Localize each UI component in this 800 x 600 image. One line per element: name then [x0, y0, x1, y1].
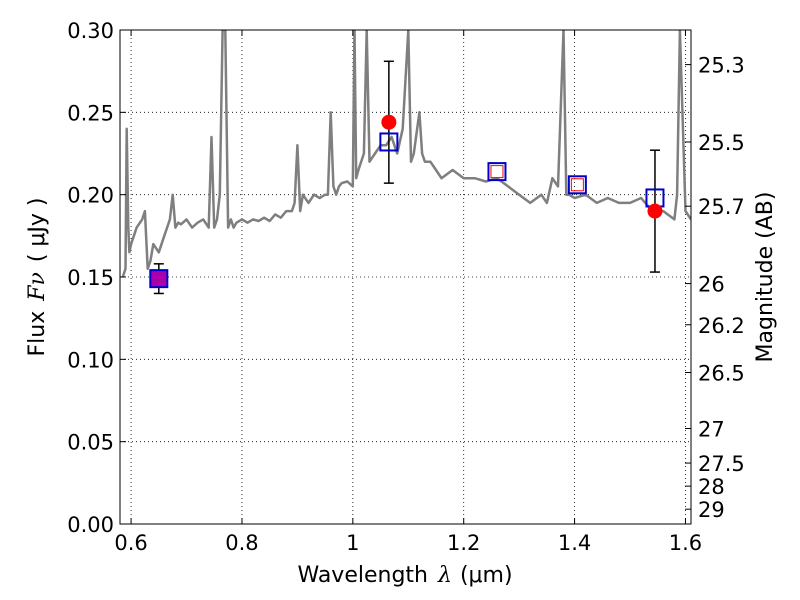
inner-square-marker — [490, 165, 504, 179]
x-tick-label: 1.6 — [669, 531, 702, 555]
observed-point — [151, 271, 167, 287]
y-tick-label: 0.15 — [67, 266, 114, 290]
x-axis-label-text: Wavelength — [297, 563, 428, 588]
y-tick-label: 0.25 — [67, 101, 114, 125]
magnitude-tick-label: 27.5 — [698, 452, 745, 476]
magnitude-tick-label: 29 — [698, 498, 725, 522]
y-axis-ticks: 0.00 0.05 0.10 0.15 0.20 0.25 0.30 — [67, 19, 126, 537]
x-tick-label: 1.2 — [447, 531, 480, 555]
magnitude-tick-label: 25.7 — [698, 195, 745, 219]
y-tick-label: 0.20 — [67, 184, 114, 208]
y-axis-label-symbol: Fν — [25, 272, 50, 302]
model-square-marker — [379, 132, 399, 152]
photometry-points — [149, 60, 665, 295]
y-axis-label-unit: ( μJy ) — [25, 197, 50, 262]
x-axis-label-unit: (μm) — [460, 563, 513, 588]
spectrum-line — [121, 30, 691, 278]
plot-background — [120, 30, 691, 524]
x-tick-label: 1 — [346, 531, 359, 555]
y-tick-label: 0.10 — [67, 348, 114, 372]
magnitude-axis-label: Magnitude (AB) — [753, 192, 778, 363]
x-tick-label: 0.6 — [114, 531, 147, 555]
magnitude-tick-label: 28 — [698, 475, 725, 499]
y-tick-label: 0.30 — [67, 19, 114, 43]
model-square-marker — [567, 175, 587, 195]
x-tick-label: 1.4 — [558, 531, 591, 555]
magnitude-tick-label: 26.2 — [698, 314, 745, 338]
spectrum-series — [121, 30, 691, 278]
y-tick-label: 0.00 — [67, 513, 114, 537]
magnitude-tick-label: 27 — [698, 417, 725, 441]
model-square-marker — [487, 162, 507, 182]
magnitude-tick-label: 25.5 — [698, 131, 745, 155]
magnitude-tick-label: 26.5 — [698, 362, 745, 386]
magnitude-tick-label: 25.3 — [698, 54, 745, 78]
y-axis-label-text: Flux — [25, 311, 50, 357]
observed-point — [647, 203, 663, 219]
x-axis-ticks: 0.6 0.8 1 1.2 1.4 1.6 — [114, 30, 702, 555]
x-axis-label: Wavelength λ (μm) — [297, 563, 512, 588]
y-axis-label: Flux Fν ( μJy ) — [25, 197, 50, 356]
inner-square-marker — [570, 178, 584, 192]
x-axis-label-symbol: λ — [437, 563, 452, 588]
x-tick-label: 0.8 — [225, 531, 258, 555]
magnitude-tick-label: 26 — [698, 273, 725, 297]
observed-point — [381, 114, 397, 130]
y-tick-label: 0.05 — [67, 431, 114, 455]
